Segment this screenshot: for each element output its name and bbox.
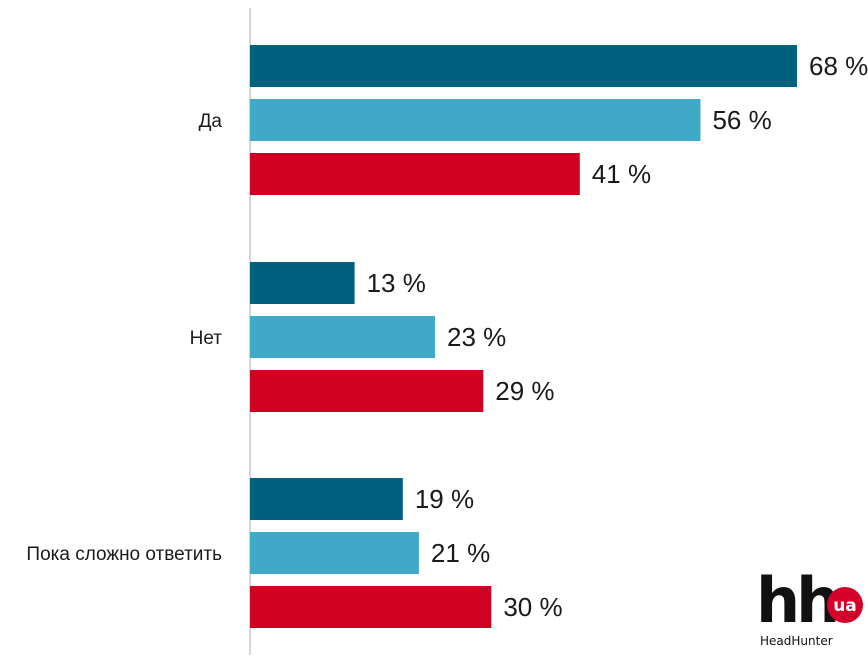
value-labels: 68 % 56 % 41 % 13 % 23 % 29 % 19 % 21 % 30 % bbox=[367, 51, 868, 622]
logo-ua-text: ua bbox=[833, 596, 857, 616]
value-label: 30 % bbox=[503, 592, 562, 622]
bar bbox=[250, 532, 419, 574]
value-label: 19 % bbox=[415, 484, 474, 514]
category-label: Да bbox=[199, 111, 223, 132]
bar bbox=[250, 262, 355, 304]
logo-tagline: HeadHunter bbox=[760, 634, 833, 648]
category-label: Нет bbox=[190, 328, 223, 349]
value-label: 29 % bbox=[495, 376, 554, 406]
logo-ua-badge bbox=[827, 587, 863, 623]
value-label: 21 % bbox=[431, 538, 490, 568]
bar bbox=[250, 45, 797, 87]
bars-group bbox=[250, 45, 797, 628]
value-label: 68 % bbox=[809, 51, 868, 81]
value-label: 41 % bbox=[592, 159, 651, 189]
value-label: 13 % bbox=[367, 268, 426, 298]
bar bbox=[250, 478, 403, 520]
bar bbox=[250, 316, 436, 358]
category-labels: Да Нет Пока сложно ответить bbox=[26, 111, 222, 565]
bar bbox=[250, 370, 484, 412]
value-label: 56 % bbox=[712, 105, 771, 135]
category-label: Пока сложно ответить bbox=[26, 544, 222, 565]
bar bbox=[250, 153, 580, 195]
bar bbox=[250, 586, 492, 628]
logo-hh-text: hh bbox=[756, 564, 836, 637]
value-label: 23 % bbox=[447, 322, 506, 352]
bar bbox=[250, 99, 701, 141]
headhunter-logo: hh ua HeadHunter bbox=[756, 564, 863, 648]
